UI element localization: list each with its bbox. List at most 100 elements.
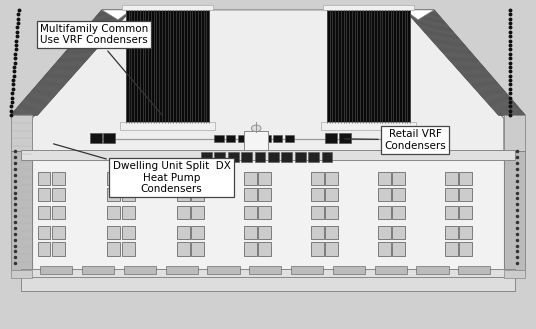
Bar [311,172,324,185]
Bar [258,242,271,256]
Bar [52,172,65,185]
Polygon shape [32,10,504,151]
Bar [177,172,190,185]
Bar [177,188,190,201]
Bar [311,188,324,201]
Bar [321,122,416,130]
Bar [21,150,515,160]
Bar [228,152,239,162]
Bar [226,135,235,142]
Bar [191,226,204,239]
Bar [38,206,50,219]
Bar [166,266,198,274]
Bar [378,226,391,239]
Bar [107,206,120,219]
Bar [445,226,458,239]
Bar [323,5,414,10]
Bar [120,122,215,130]
Bar [177,206,190,219]
Bar [392,226,405,239]
Bar [378,188,391,201]
Bar [281,152,292,162]
Bar [238,135,247,142]
Bar [392,206,405,219]
Bar [90,133,102,143]
Polygon shape [504,115,525,151]
Bar [375,266,407,274]
Bar [122,242,135,256]
Bar [333,266,365,274]
Bar [52,242,65,256]
Bar [262,135,271,142]
Bar [268,152,279,162]
Bar [52,188,65,201]
Polygon shape [504,151,525,270]
Bar [459,172,472,185]
Bar [177,242,190,256]
Bar [378,242,391,256]
Bar [308,152,319,162]
Bar [107,172,120,185]
Bar [191,172,204,185]
Bar [295,152,306,162]
Bar [107,188,120,201]
Bar [392,188,405,201]
Text: Dwelling Unit Split  DX
Heat Pump
Condensers: Dwelling Unit Split DX Heat Pump Condens… [54,144,230,194]
Bar [38,226,50,239]
Bar [244,226,257,239]
Bar [191,206,204,219]
Bar [325,188,338,201]
Bar [325,206,338,219]
Bar [250,135,259,142]
Bar [52,206,65,219]
Bar [107,226,120,239]
Polygon shape [405,10,525,115]
Bar [291,266,323,274]
Bar [285,135,294,142]
Polygon shape [11,270,32,278]
Bar [325,133,337,143]
Bar [255,152,265,162]
Bar [325,242,338,256]
Bar [214,135,224,142]
Bar [207,266,240,274]
Bar [325,226,338,239]
Bar [244,131,268,150]
Bar [459,226,472,239]
Bar [258,172,271,185]
Bar [122,206,135,219]
Bar [38,172,50,185]
Bar [258,188,271,201]
Bar [311,206,324,219]
Polygon shape [504,270,525,278]
Bar [191,242,204,256]
Bar [214,152,225,162]
Polygon shape [405,10,434,20]
Bar [392,242,405,256]
Ellipse shape [251,125,261,132]
Bar [258,206,271,219]
Bar [103,133,115,143]
Bar [249,266,281,274]
Bar [82,266,114,274]
Bar [124,266,156,274]
Bar [122,5,213,10]
Bar [122,226,135,239]
Bar [378,172,391,185]
Bar [38,242,50,256]
Text: Retail VRF
Condensers: Retail VRF Condensers [345,129,446,151]
Polygon shape [11,151,32,270]
Bar [311,242,324,256]
Bar [311,226,324,239]
Bar [459,188,472,201]
Bar [177,226,190,239]
Bar [32,151,504,270]
Text: Multifamily Common
Use VRF Condensers: Multifamily Common Use VRF Condensers [40,24,162,115]
Bar [445,242,458,256]
Bar [21,269,515,278]
Bar [122,172,135,185]
Bar [191,188,204,201]
Bar [459,242,472,256]
Bar [327,10,410,123]
Bar [458,266,490,274]
